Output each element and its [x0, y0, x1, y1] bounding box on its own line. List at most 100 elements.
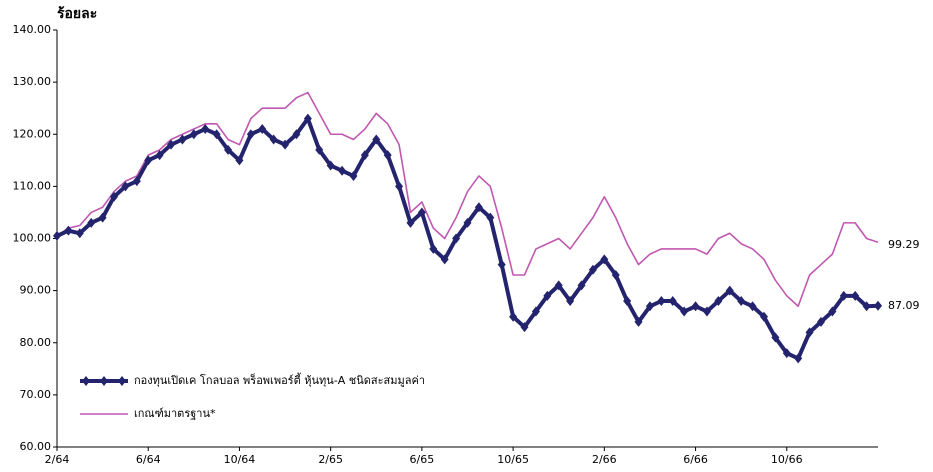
point-marker: [702, 306, 711, 317]
point-marker: [874, 300, 882, 311]
point-marker: [53, 230, 61, 241]
point-marker: [167, 139, 176, 150]
x-tick-label: 2/65: [318, 453, 343, 466]
point-marker: [737, 296, 746, 307]
point-marker: [98, 212, 107, 223]
point-marker: [862, 301, 871, 312]
point-marker: [600, 254, 609, 265]
point-marker: [246, 129, 255, 140]
point-marker: [748, 301, 757, 312]
point-marker: [588, 264, 597, 275]
legend-marker: [82, 376, 90, 386]
point-marker: [372, 134, 381, 145]
point-marker: [839, 290, 848, 301]
point-marker: [132, 176, 141, 187]
point-marker: [509, 311, 518, 322]
point-marker: [326, 160, 335, 171]
y-tick-label: 60.00: [20, 440, 52, 453]
point-marker: [566, 296, 575, 307]
point-marker: [452, 233, 461, 244]
y-tick-label: 90.00: [20, 284, 52, 297]
y-tick-label: 120.00: [13, 127, 52, 140]
point-marker: [759, 311, 768, 322]
point-marker: [463, 217, 472, 228]
point-marker: [440, 254, 449, 265]
y-tick-label: 130.00: [13, 75, 52, 88]
point-marker: [292, 129, 301, 140]
point-marker: [828, 306, 837, 317]
y-axis-title: ร้อยละ: [57, 6, 97, 22]
x-tick-label: 10/64: [224, 453, 256, 466]
legend-marker: [100, 376, 108, 386]
point-marker: [303, 113, 312, 124]
point-marker: [577, 280, 586, 291]
point-marker: [178, 134, 187, 145]
point-marker: [258, 124, 267, 135]
point-marker: [623, 296, 632, 307]
y-tick-label: 110.00: [13, 179, 52, 192]
point-marker: [714, 296, 723, 307]
point-marker: [554, 280, 563, 291]
point-marker: [851, 290, 860, 301]
point-marker: [725, 285, 734, 296]
point-marker: [805, 327, 814, 338]
point-marker: [680, 306, 689, 317]
y-tick-label: 140.00: [13, 23, 52, 36]
point-marker: [611, 269, 620, 280]
point-marker: [338, 165, 347, 176]
end-value-label: 99.29: [888, 238, 920, 251]
point-marker: [189, 129, 198, 140]
series-line: [56, 91, 879, 308]
x-tick-label: 6/66: [683, 453, 708, 466]
end-value-label: 87.09: [888, 299, 920, 312]
point-marker: [349, 170, 358, 181]
point-marker: [201, 124, 210, 135]
point-marker: [794, 353, 803, 364]
x-tick-label: 2/66: [592, 453, 617, 466]
point-marker: [634, 316, 643, 327]
point-marker: [417, 207, 426, 218]
point-marker: [771, 332, 780, 343]
x-tick-label: 2/64: [45, 453, 70, 466]
point-marker: [110, 191, 119, 202]
legend-label: กองทุนเปิดเค โกลบอล พร็อพเพอร์ตี้ หุ้นทุ…: [134, 372, 425, 387]
point-marker: [543, 290, 552, 301]
point-marker: [75, 228, 84, 239]
y-tick-label: 100.00: [13, 232, 52, 245]
point-marker: [360, 150, 369, 161]
point-marker: [235, 155, 244, 166]
point-marker: [531, 306, 540, 317]
point-marker: [315, 144, 324, 155]
point-marker: [121, 181, 130, 192]
point-marker: [497, 259, 506, 270]
point-marker: [144, 155, 153, 166]
point-marker: [657, 296, 666, 307]
y-tick-label: 80.00: [20, 336, 52, 349]
point-marker: [429, 243, 438, 254]
point-marker: [406, 217, 415, 228]
point-marker: [782, 348, 791, 359]
point-marker: [383, 150, 392, 161]
point-marker: [87, 217, 96, 228]
point-marker: [486, 212, 495, 223]
point-marker: [269, 134, 278, 145]
point-marker: [668, 296, 677, 307]
point-marker: [155, 150, 164, 161]
point-marker: [395, 181, 404, 192]
x-tick-label: 6/65: [410, 453, 435, 466]
point-marker: [816, 316, 825, 327]
point-marker: [224, 144, 233, 155]
point-marker: [212, 129, 221, 140]
series-line: [56, 116, 879, 361]
legend-label: เกณฑ์มาตรฐาน*: [134, 407, 216, 420]
point-marker: [281, 139, 290, 150]
x-tick-label: 6/64: [136, 453, 161, 466]
point-marker: [474, 202, 483, 213]
legend-marker: [118, 376, 126, 386]
point-marker: [645, 301, 654, 312]
point-marker: [691, 301, 700, 312]
y-tick-label: 70.00: [20, 388, 52, 401]
point-marker: [520, 322, 529, 333]
x-tick-label: 10/65: [497, 453, 529, 466]
